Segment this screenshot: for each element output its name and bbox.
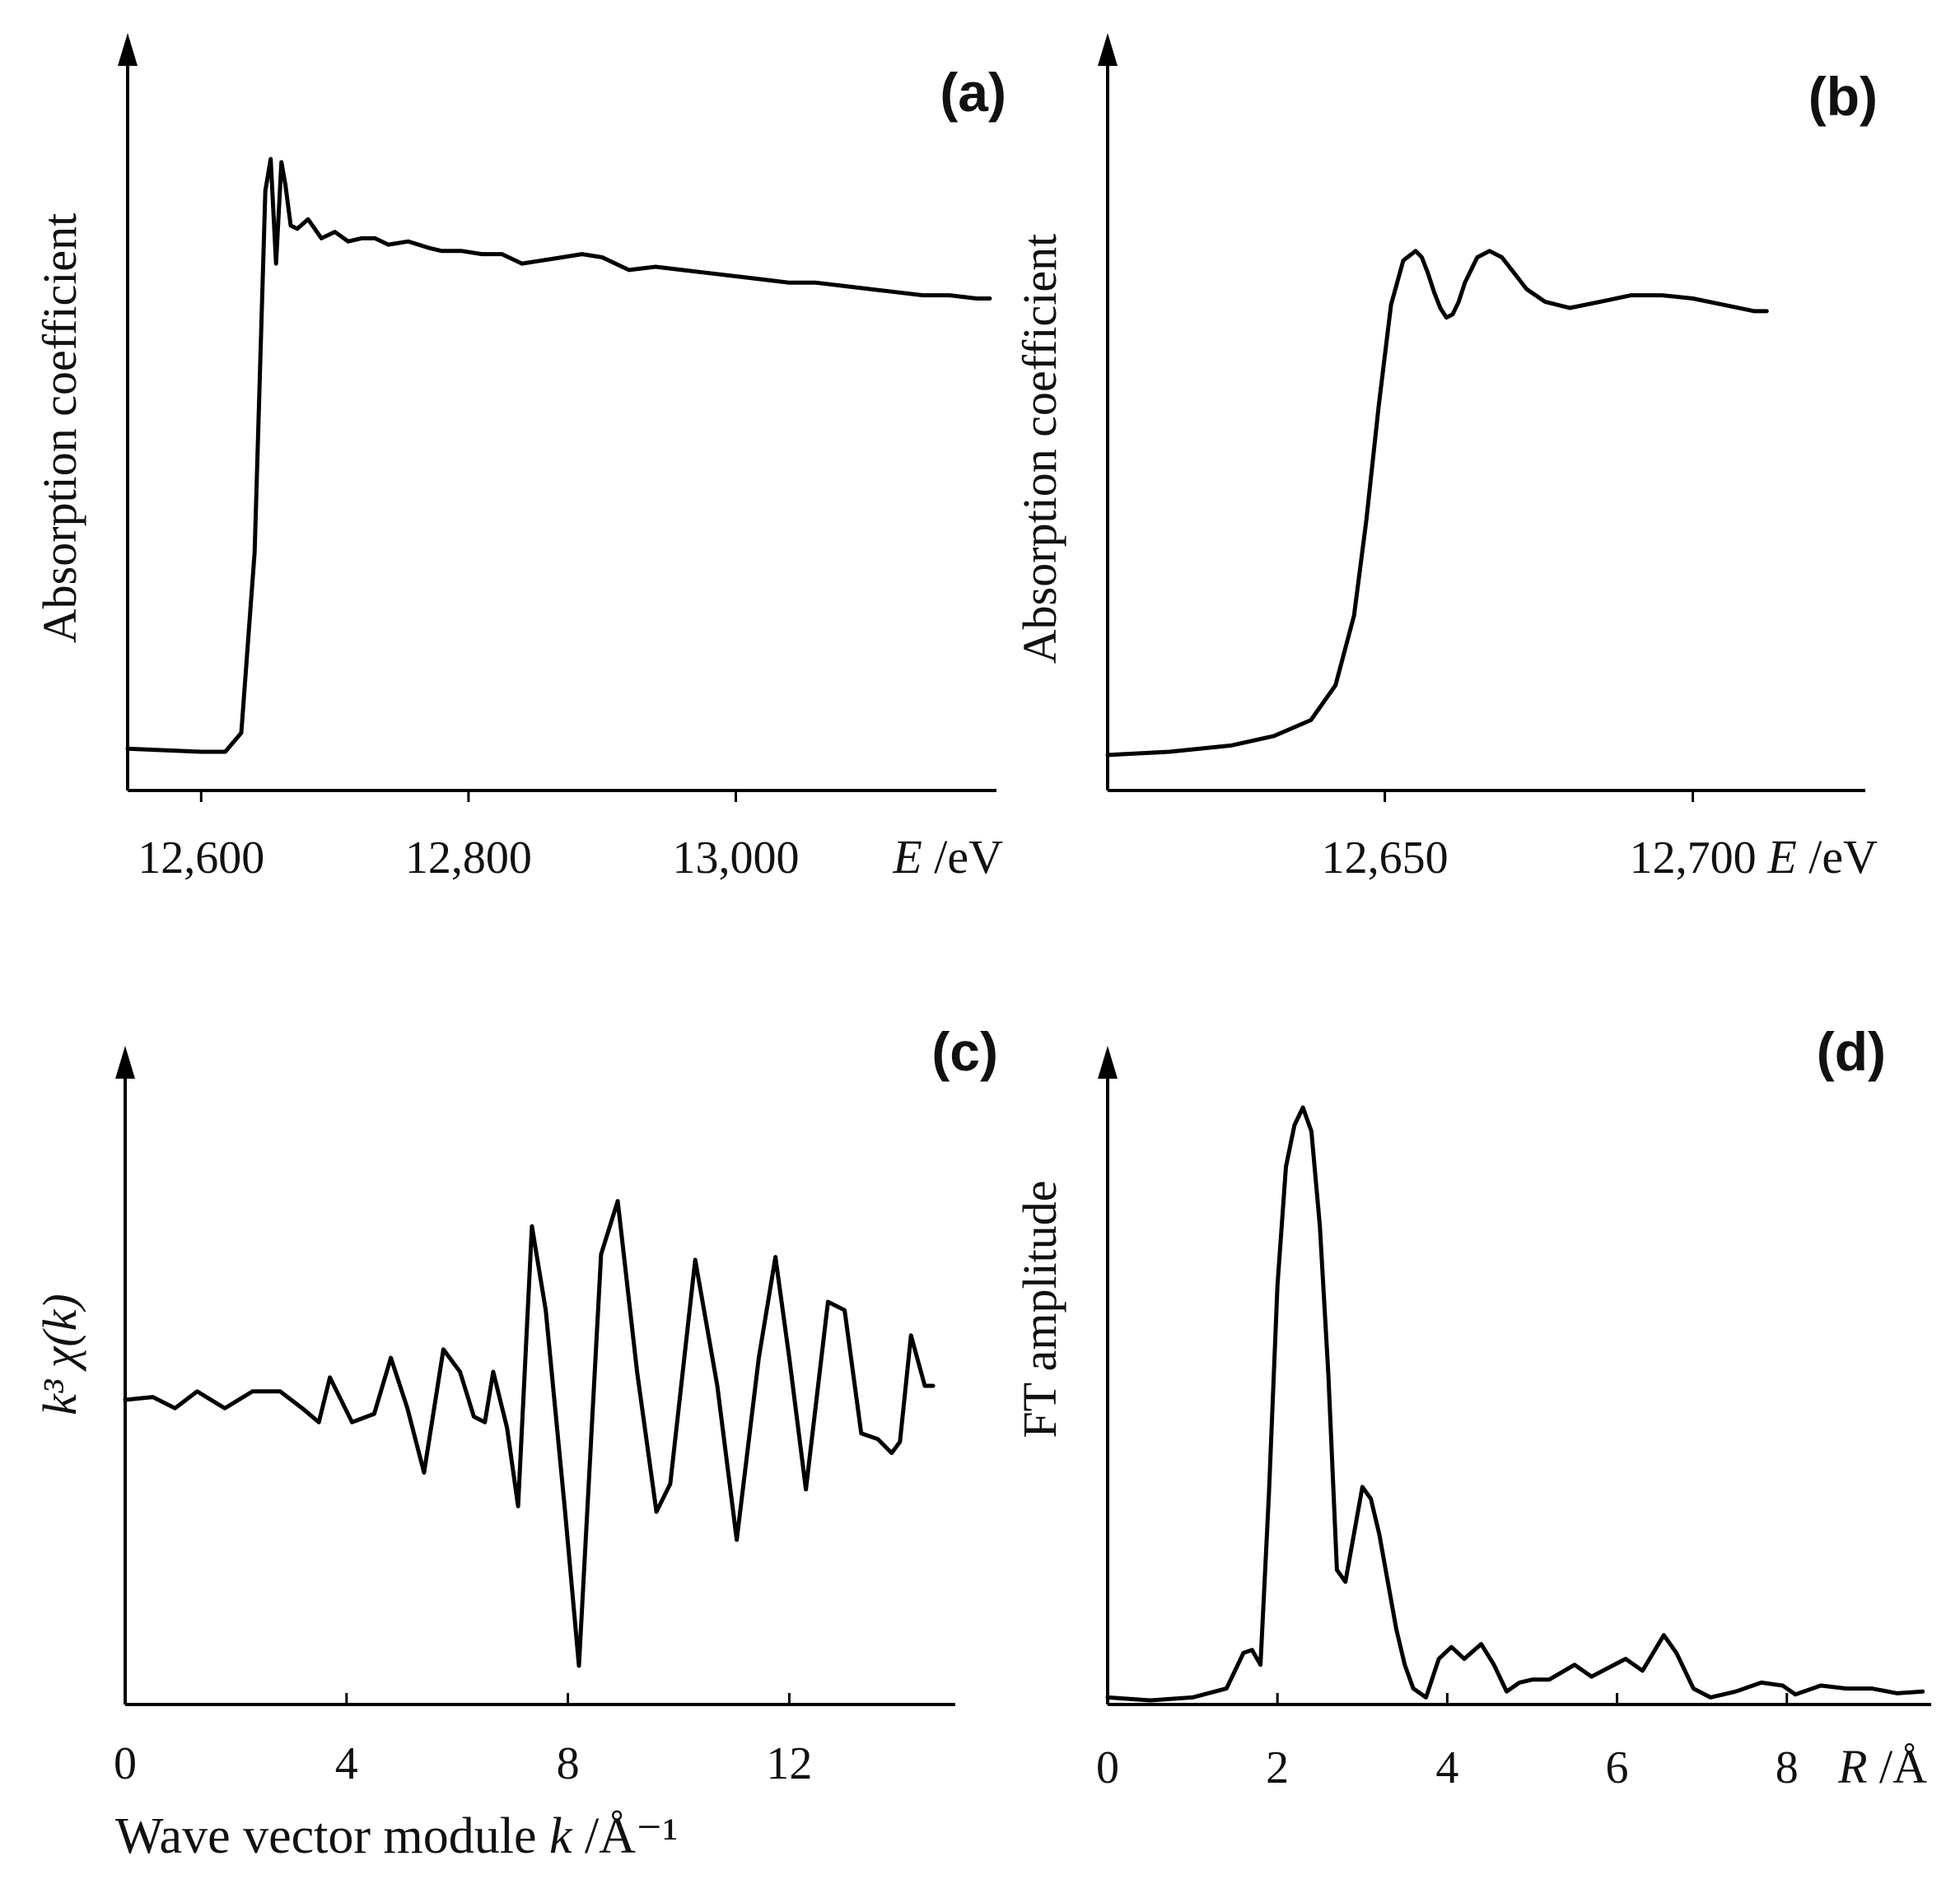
y-axis-label-d: FT amplitude (1013, 1180, 1066, 1438)
x-axis-unit-a: /eV (934, 830, 1003, 884)
panel-label-c: (c) (931, 1021, 998, 1082)
axes-d (1098, 1046, 1931, 1706)
x-axis-text-c: Wave vector module (115, 1808, 536, 1864)
panel-b: (b) Absorption coefficient 12,650 12,700 … (1013, 33, 1878, 884)
series-line-a (125, 156, 992, 754)
x-tick-label-a-0: 12,600 (138, 832, 264, 884)
panel-c: (c) k³ χ(k) 0 4 8 12 Wave vector module k /… (33, 1021, 998, 1864)
y-axis-label-a: Absorption coefficient (33, 213, 86, 643)
x-ticks-d: 0 2 4 6 8 (1096, 1693, 1799, 1793)
x-tick-label-c-1: 4 (335, 1738, 358, 1789)
x-axis-label-a: E /eV (892, 830, 1003, 884)
x-tick-label-d-1: 2 (1266, 1742, 1289, 1793)
panel-label-a: (a) (940, 62, 1006, 123)
x-ticks-a: 12,600 12,800 13,000 (138, 790, 800, 884)
x-axis-label-b: E /eV (1766, 830, 1878, 884)
x-tick-label-c-0: 0 (114, 1738, 137, 1789)
x-tick-label-a-2: 13,000 (673, 832, 800, 884)
series-line-d (1105, 1105, 1925, 1703)
y-axis-arrow-d (1098, 1046, 1118, 1079)
x-axis-unit-b: /eV (1808, 830, 1878, 884)
series-line-c (123, 1199, 936, 1668)
x-tick-label-d-0: 0 (1096, 1742, 1119, 1793)
x-tick-label-d-3: 6 (1606, 1742, 1629, 1793)
x-axis-unit-d: /Å (1879, 1740, 1927, 1793)
y-axis-label-c: k³ χ(k) (33, 1294, 86, 1415)
panel-a: (a) Absorption coefficient 12,600 12,800 1… (33, 33, 1006, 884)
x-axis-label-c: Wave vector module k /Å⁻¹ (115, 1808, 678, 1864)
x-axis-variable-a: E (892, 830, 922, 884)
x-tick-label-b-0: 12,650 (1322, 832, 1449, 884)
x-axis-variable-d: R (1837, 1740, 1867, 1793)
panel-label-d: (d) (1817, 1021, 1886, 1082)
axes-b (1098, 33, 1865, 792)
panel-label-b: (b) (1808, 66, 1878, 127)
panel-d: (d) FT amplitude 0 2 4 6 8 R /Å (1013, 1021, 1931, 1793)
x-ticks-b: 12,650 12,700 (1322, 790, 1757, 884)
y-axis-arrow-a (118, 33, 138, 66)
x-tick-label-d-2: 4 (1435, 1742, 1458, 1793)
y-axis-label-b: Absorption coefficient (1013, 234, 1066, 664)
x-tick-label-c-3: 12 (766, 1738, 812, 1789)
x-ticks-c: 0 4 8 12 (114, 1693, 812, 1789)
x-axis-variable-b: E (1766, 830, 1796, 884)
x-tick-label-a-1: 12,800 (405, 832, 532, 884)
y-axis-arrow-c (115, 1046, 135, 1079)
y-axis-arrow-b (1098, 33, 1118, 66)
x-tick-label-b-1: 12,700 (1630, 832, 1757, 884)
x-tick-label-c-2: 8 (557, 1738, 580, 1789)
axes-c (115, 1046, 955, 1706)
series-line-b (1105, 249, 1769, 758)
x-axis-label-d: R /Å (1837, 1740, 1927, 1793)
x-axis-unit-c: /Å⁻¹ (585, 1808, 678, 1864)
x-tick-label-d-4: 8 (1776, 1742, 1799, 1793)
x-axis-variable-c: k (549, 1808, 573, 1864)
axes-a (118, 33, 996, 792)
